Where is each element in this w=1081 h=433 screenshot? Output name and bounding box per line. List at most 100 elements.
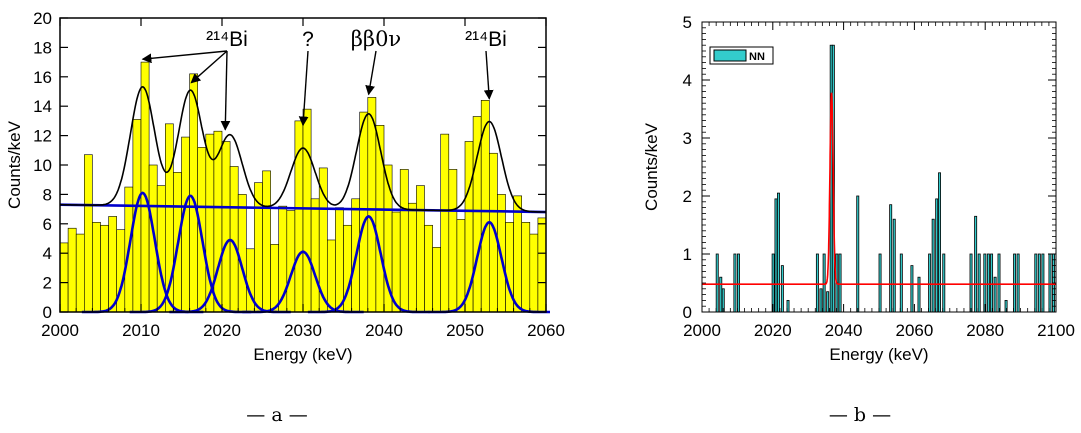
- panel-a-bar: [359, 111, 369, 313]
- panel-b-bar: [977, 253, 981, 313]
- panel-a-annotation-arrow: [483, 50, 494, 100]
- panel-a-y-tick-label: 16: [33, 68, 52, 87]
- panel-b-bar: [889, 204, 893, 313]
- panel-a-bar: [84, 154, 93, 313]
- panel-b-y-tick-label: 1: [683, 245, 692, 264]
- panel-b-bar: [917, 276, 921, 313]
- panel-a-x-tick-label: 2030: [284, 321, 322, 340]
- panel-a-bar: [424, 224, 433, 313]
- panel-b-x-tick-label: 2020: [754, 321, 792, 340]
- panel-a-bar: [148, 164, 158, 313]
- panel-a: ²¹⁴Bi? ββ0ν ²¹⁴Bi 2000 2010 2020 2030 2040 2050…: [5, 9, 565, 426]
- panel-b: NN 2000 2020 2040 2060 2080 2100 0 1 2 3 4 5 Energy…: [642, 13, 1075, 426]
- panel-b-bar: [1041, 253, 1045, 313]
- panel-a-x-tick-label: 2040: [365, 321, 403, 340]
- panel-a-bar: [513, 195, 522, 313]
- panel-b-bar: [822, 253, 826, 313]
- panel-a-bar: [448, 169, 458, 313]
- panel-a-y-tick-label: 14: [33, 97, 52, 116]
- panel-b-bar: [942, 253, 946, 313]
- panel-a-bar: [537, 217, 547, 313]
- panel-a-y-tick-label: 2: [43, 274, 52, 293]
- panel-a-bar: [286, 210, 296, 313]
- panel-b-x-tick-label: 2040: [825, 321, 863, 340]
- panel-a-x-axis-label: Energy (keV): [253, 345, 352, 364]
- panel-b-bar: [986, 253, 990, 313]
- panel-b-x-tick-label: 2100: [1037, 321, 1075, 340]
- panel-a-annotations: ²¹⁴Bi? ββ0ν ²¹⁴Bi: [141, 27, 507, 131]
- panel-a-x-tick-label: 2050: [446, 321, 484, 340]
- panel-a-bar: [399, 169, 409, 313]
- panel-a-bar: [310, 198, 320, 313]
- panel-a-annotation-label: ²¹⁴Bi: [465, 28, 507, 51]
- panel-a-annotation-arrow: [220, 50, 231, 131]
- panel-a-y-tick-label: 6: [43, 215, 52, 234]
- panel-b-bars: [715, 44, 1055, 313]
- panel-a-annotation-arrow: [298, 50, 309, 127]
- panel-b-y-tick-label: 5: [683, 13, 692, 32]
- panel-b-x-axis-label: Energy (keV): [829, 345, 928, 364]
- panel-a-bar: [75, 233, 85, 313]
- panel-b-bar: [771, 253, 775, 313]
- panel-a-axes: 2000 2010 2020 2030 2040 2050 2060 0 2 4 6 8 10 12 14 1…: [33, 9, 565, 340]
- panel-b-bar: [737, 253, 740, 313]
- panel-a-bar: [189, 73, 199, 313]
- panel-b-legend: NN: [709, 46, 774, 65]
- panel-b-bar: [826, 291, 830, 313]
- panel-b-caption: — b —: [829, 404, 891, 426]
- panel-b-bar: [777, 192, 780, 313]
- panel-a-annotation-label: ββ0ν: [351, 27, 401, 51]
- panel-b-bar: [997, 253, 1001, 313]
- panel-a-caption: — a —: [246, 404, 307, 426]
- panel-a-x-tick-label: 2060: [527, 321, 565, 340]
- panel-a-bar: [440, 133, 450, 313]
- panel-b-bar: [969, 253, 973, 313]
- panel-a-bar: [100, 224, 109, 313]
- panel-b-y-axis-label: Counts/keV: [642, 122, 661, 211]
- panel-a-bar: [181, 136, 190, 313]
- panel-a-bar: [335, 207, 344, 313]
- panel-a-bar: [92, 222, 101, 313]
- panel-b-bar: [774, 198, 778, 313]
- panel-b-bar: [1048, 253, 1052, 313]
- panel-b-bar: [935, 198, 939, 313]
- panel-a-annotation-label: ?: [302, 28, 314, 51]
- panel-b-x-tick-label: 2080: [966, 321, 1004, 340]
- panel-a-bar: [221, 141, 231, 313]
- panel-a-bar: [367, 97, 377, 313]
- panel-b-legend-swatch: [713, 49, 747, 62]
- panel-b-bar: [931, 218, 935, 313]
- panel-b-bar: [733, 253, 737, 313]
- panel-b-bar: [1013, 253, 1017, 313]
- panel-a-bar: [294, 120, 304, 313]
- panel-b-bar: [892, 218, 896, 313]
- panel-b-y-tick-label: 0: [683, 303, 692, 322]
- panel-a-bar: [383, 164, 393, 313]
- panel-a-y-tick-label: 4: [43, 244, 52, 263]
- panel-b-bar: [993, 276, 997, 313]
- panel-a-bar: [521, 222, 531, 313]
- panel-b-axes: 2000 2020 2040 2060 2080 2100 0 1 2 3 4 5: [683, 13, 1075, 340]
- panel-b-y-tick-label: 2: [683, 187, 692, 206]
- panel-b-fits: [702, 92, 1056, 285]
- panel-a-y-tick-label: 20: [33, 9, 52, 28]
- panel-a-y-tick-label: 8: [43, 185, 52, 204]
- panel-b-bar: [910, 265, 914, 313]
- panel-b-legend-label: NN: [749, 51, 765, 63]
- panel-b-bar: [983, 253, 987, 313]
- panel-a-bar: [262, 170, 271, 313]
- panel-b-bar: [938, 172, 941, 313]
- panel-a-x-tick-label: 2000: [41, 321, 79, 340]
- panel-a-total-fit: [60, 85, 546, 213]
- panel-a-bar: [432, 247, 442, 313]
- panel-b-bar: [715, 253, 719, 313]
- panel-b-y-tick-label: 3: [683, 129, 692, 148]
- panel-a-y-tick-label: 18: [33, 38, 52, 57]
- panel-a-bar: [375, 125, 385, 313]
- panel-a-y-tick-label: 0: [43, 303, 52, 322]
- panel-b-bar: [780, 265, 784, 313]
- panel-a-annotation-arrow: [190, 50, 228, 84]
- panel-a-bar: [67, 227, 77, 313]
- panel-a-background-fit: [59, 203, 547, 214]
- panel-a-bar: [326, 239, 336, 313]
